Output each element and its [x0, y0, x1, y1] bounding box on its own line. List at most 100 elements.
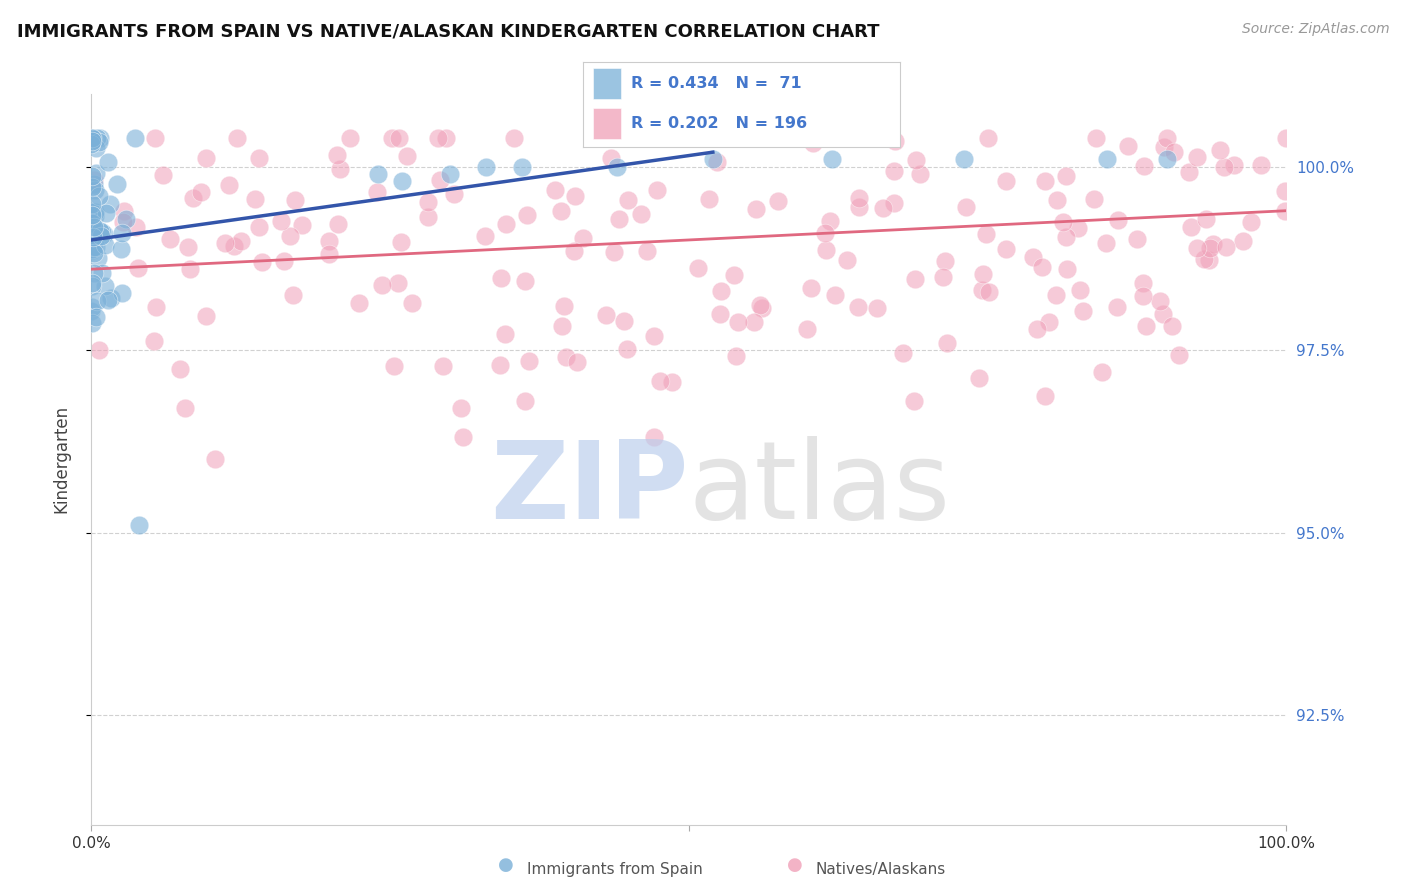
Point — [125, 220, 148, 235]
Point — [100, 291, 122, 305]
Point — [1195, 211, 1218, 226]
Point — [636, 244, 658, 259]
Point — [848, 191, 870, 205]
Point — [1132, 288, 1154, 302]
Point — [80, 242, 103, 256]
Point — [416, 210, 439, 224]
Point — [1232, 234, 1254, 248]
Point — [111, 226, 134, 240]
Point — [1052, 215, 1074, 229]
Point — [284, 194, 307, 208]
Point — [82, 300, 104, 314]
Point — [112, 204, 135, 219]
Point — [89, 224, 111, 238]
Point — [94, 237, 117, 252]
Point — [1135, 319, 1157, 334]
Point — [908, 167, 931, 181]
Point — [706, 155, 728, 169]
Point — [190, 186, 212, 200]
Point — [502, 130, 524, 145]
Point — [169, 362, 191, 376]
Point — [273, 253, 295, 268]
Point — [818, 214, 841, 228]
Point — [82, 229, 104, 244]
Point — [1083, 192, 1105, 206]
Text: R = 0.434   N =  71: R = 0.434 N = 71 — [631, 76, 801, 91]
Point — [80, 180, 103, 194]
Point — [474, 228, 496, 243]
Point — [80, 130, 103, 145]
Point — [1056, 262, 1078, 277]
Point — [1185, 241, 1208, 255]
Point — [152, 168, 174, 182]
Point — [1054, 230, 1077, 244]
Point — [977, 130, 1000, 145]
Point — [1033, 173, 1056, 187]
Y-axis label: Kindergarten: Kindergarten — [52, 405, 70, 514]
Point — [1187, 150, 1209, 164]
Point — [111, 286, 134, 301]
Point — [606, 160, 628, 174]
Point — [977, 285, 1000, 299]
Point — [195, 309, 218, 323]
Point — [87, 135, 110, 149]
Point — [443, 186, 465, 201]
Point — [1091, 365, 1114, 379]
Point — [97, 154, 120, 169]
Point — [82, 277, 104, 291]
Point — [723, 268, 745, 282]
Point — [329, 162, 352, 177]
Point — [429, 172, 451, 186]
Point — [1125, 232, 1147, 246]
Point — [80, 224, 103, 238]
Point — [159, 232, 181, 246]
Point — [1215, 240, 1237, 254]
Point — [934, 254, 956, 268]
Point — [884, 134, 907, 148]
Point — [143, 334, 166, 349]
Point — [84, 141, 107, 155]
Bar — [593, 69, 621, 99]
Point — [821, 153, 844, 167]
Text: Natives/Alaskans: Natives/Alaskans — [815, 863, 946, 877]
Point — [953, 153, 976, 167]
Point — [824, 287, 846, 301]
Point — [80, 278, 103, 293]
Point — [815, 244, 838, 258]
Point — [1054, 169, 1077, 184]
Point — [82, 132, 104, 146]
Point — [848, 130, 870, 145]
Point — [250, 255, 273, 269]
Point — [491, 271, 513, 285]
Point — [846, 300, 869, 314]
Point — [418, 195, 440, 210]
Point — [1178, 165, 1201, 179]
Point — [391, 174, 413, 188]
Point — [247, 219, 270, 234]
Point — [90, 229, 112, 244]
Point — [474, 160, 498, 174]
Point — [143, 130, 166, 145]
Point — [544, 183, 567, 197]
Point — [1033, 389, 1056, 403]
Point — [281, 288, 304, 302]
Point — [742, 315, 765, 329]
Point — [291, 219, 314, 233]
Point — [247, 151, 270, 165]
Point — [994, 242, 1017, 256]
Point — [83, 177, 105, 191]
Point — [318, 247, 340, 261]
Text: atlas: atlas — [689, 435, 950, 541]
Point — [89, 343, 111, 357]
Point — [801, 136, 824, 150]
Point — [1274, 185, 1296, 199]
Point — [823, 130, 845, 145]
Point — [80, 130, 103, 145]
Point — [995, 173, 1018, 187]
Point — [82, 216, 104, 230]
Point — [174, 401, 197, 415]
Point — [745, 202, 768, 216]
Point — [1084, 130, 1107, 145]
Point — [105, 177, 128, 191]
Point — [93, 227, 115, 241]
